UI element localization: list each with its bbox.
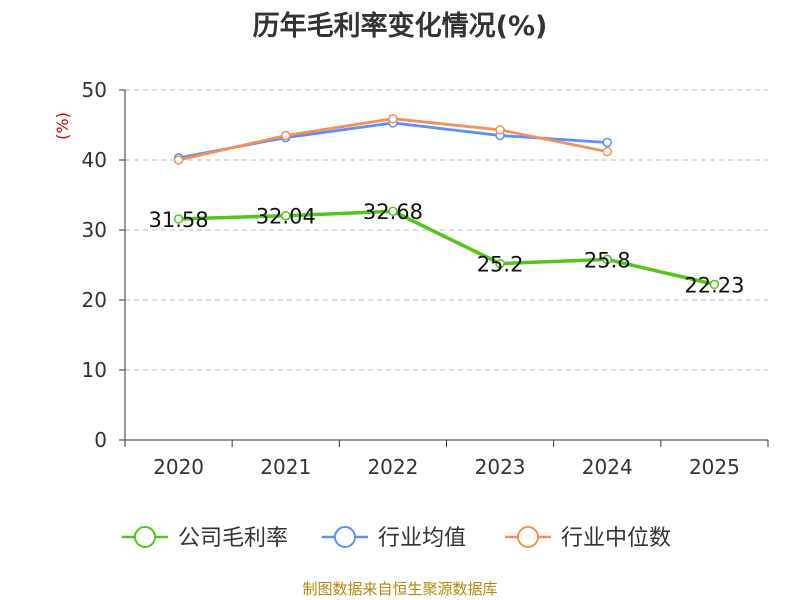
data-label: 25.8 bbox=[584, 248, 631, 272]
axes: 0 10 20 30 40 50 2020 2021 2022 2023 2024 2025 (%) bbox=[53, 78, 769, 479]
series-point-2 bbox=[388, 113, 398, 124]
series-point-0 bbox=[173, 214, 184, 224]
legend-label: 公司毛利率 bbox=[178, 526, 288, 551]
y-tick-label: 0 bbox=[94, 428, 107, 452]
chart-title: 历年毛利率变化情况(%) bbox=[252, 11, 548, 42]
x-tick-label-2020: 2020 bbox=[153, 455, 204, 479]
series bbox=[173, 113, 720, 290]
series-point-1 bbox=[602, 137, 612, 148]
series-point-0 bbox=[281, 210, 291, 221]
series-point-2 bbox=[281, 130, 291, 141]
series-line-0 bbox=[178, 209, 715, 287]
legend-item-0: 公司毛利率 bbox=[122, 526, 288, 551]
grid-lines bbox=[125, 89, 768, 371]
y-tick-label: 10 bbox=[82, 358, 107, 382]
series-point-0 bbox=[388, 206, 398, 216]
series-line-1 bbox=[178, 121, 608, 160]
data-label: 31.58 bbox=[149, 208, 209, 232]
legend-label: 行业均值 bbox=[378, 526, 466, 551]
y-tick-label: 50 bbox=[82, 78, 107, 102]
series-point-0 bbox=[602, 254, 612, 265]
legend-item-2: 行业中位数 bbox=[505, 526, 671, 551]
y-axis-label: (%) bbox=[53, 112, 72, 140]
legend-marker bbox=[517, 526, 539, 548]
x-tick-label-2023: 2023 bbox=[475, 455, 526, 479]
y-tick-label: 40 bbox=[82, 148, 107, 172]
legend: 公司毛利率 行业均值 行业中位数 bbox=[122, 526, 671, 551]
legend-marker bbox=[334, 526, 356, 548]
legend-item-1: 行业均值 bbox=[322, 526, 466, 551]
series-point-2 bbox=[602, 146, 612, 157]
data-label: 32.04 bbox=[256, 205, 316, 229]
data-labels: 31.58 32.04 32.68 25.2 25.8 22.23 bbox=[149, 200, 745, 297]
y-tick-label: 30 bbox=[82, 218, 107, 242]
data-label: 22.23 bbox=[684, 273, 744, 297]
x-tick-label-2022: 2022 bbox=[367, 455, 418, 479]
series-point-2 bbox=[495, 125, 505, 135]
x-tick-label-2024: 2024 bbox=[582, 455, 633, 479]
data-label: 32.68 bbox=[363, 200, 423, 224]
legend-marker bbox=[134, 526, 156, 548]
x-tick-label-2025: 2025 bbox=[689, 455, 740, 479]
legend-label: 行业中位数 bbox=[561, 526, 671, 551]
x-tick-label-2021: 2021 bbox=[260, 455, 311, 479]
source-note: 制图数据来自恒生聚源数据库 bbox=[302, 580, 498, 598]
series-point-0 bbox=[495, 258, 505, 269]
y-tick-label: 20 bbox=[82, 288, 107, 312]
series-point-0 bbox=[709, 279, 720, 290]
series-point-2 bbox=[173, 155, 184, 165]
data-label: 25.2 bbox=[477, 253, 524, 277]
